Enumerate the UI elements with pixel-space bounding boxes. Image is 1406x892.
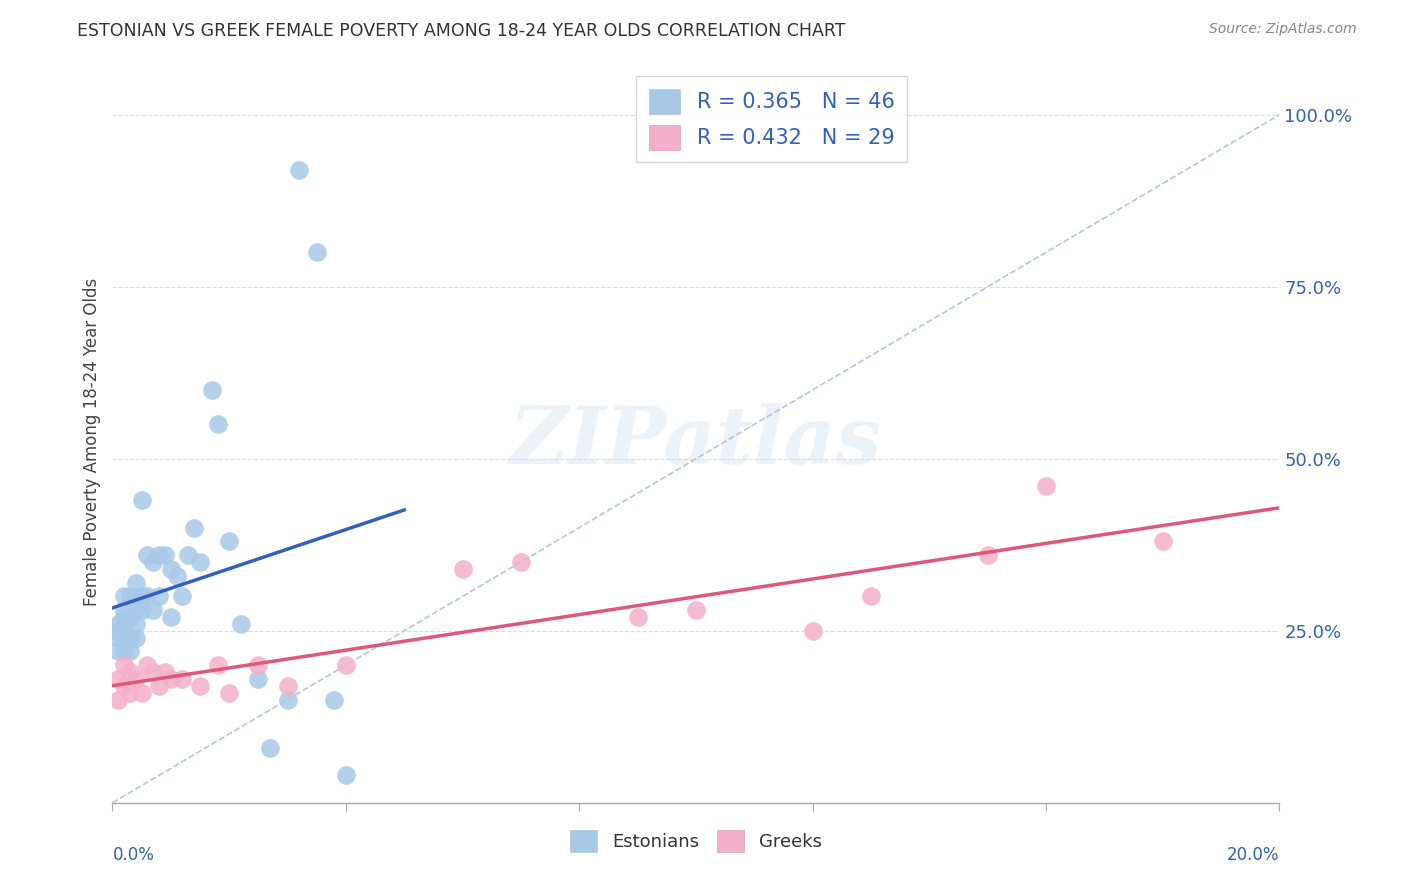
- Point: [172, 672, 194, 686]
- Point: [451, 562, 474, 576]
- Point: [118, 590, 141, 604]
- Point: [160, 610, 183, 624]
- Point: [188, 555, 211, 569]
- Point: [166, 568, 188, 582]
- Point: [247, 658, 270, 673]
- Point: [136, 548, 159, 562]
- Point: [183, 520, 205, 534]
- Point: [118, 644, 141, 658]
- Point: [118, 631, 141, 645]
- Legend: Estonians, Greeks: Estonians, Greeks: [564, 822, 828, 859]
- Point: [107, 624, 129, 638]
- Point: [509, 555, 531, 569]
- Point: [153, 665, 176, 679]
- Point: [685, 603, 707, 617]
- Point: [148, 590, 170, 604]
- Point: [107, 644, 129, 658]
- Point: [131, 603, 153, 617]
- Point: [118, 686, 141, 700]
- Text: Source: ZipAtlas.com: Source: ZipAtlas.com: [1209, 22, 1357, 37]
- Point: [112, 610, 135, 624]
- Point: [142, 665, 165, 679]
- Point: [188, 679, 211, 693]
- Point: [107, 616, 129, 631]
- Point: [125, 672, 148, 686]
- Point: [118, 665, 141, 679]
- Point: [148, 548, 170, 562]
- Point: [125, 616, 148, 631]
- Point: [335, 658, 357, 673]
- Point: [136, 658, 159, 673]
- Point: [218, 686, 240, 700]
- Point: [276, 692, 298, 706]
- Point: [323, 692, 346, 706]
- Point: [288, 162, 311, 177]
- Point: [131, 686, 153, 700]
- Point: [172, 590, 194, 604]
- Point: [131, 493, 153, 508]
- Point: [112, 624, 135, 638]
- Point: [107, 631, 129, 645]
- Point: [207, 417, 229, 432]
- Text: ZIPatlas: ZIPatlas: [510, 403, 882, 480]
- Point: [125, 603, 148, 617]
- Point: [112, 658, 135, 673]
- Point: [201, 383, 224, 397]
- Point: [142, 603, 165, 617]
- Point: [207, 658, 229, 673]
- Point: [229, 616, 252, 631]
- Point: [136, 590, 159, 604]
- Point: [112, 644, 135, 658]
- Point: [259, 740, 281, 755]
- Point: [112, 679, 135, 693]
- Point: [125, 631, 148, 645]
- Point: [976, 548, 998, 562]
- Point: [131, 590, 153, 604]
- Point: [160, 562, 183, 576]
- Text: 0.0%: 0.0%: [112, 847, 155, 864]
- Point: [142, 555, 165, 569]
- Point: [118, 610, 141, 624]
- Point: [125, 575, 148, 590]
- Y-axis label: Female Poverty Among 18-24 Year Olds: Female Poverty Among 18-24 Year Olds: [83, 277, 101, 606]
- Point: [153, 548, 176, 562]
- Point: [218, 534, 240, 549]
- Point: [148, 679, 170, 693]
- Point: [860, 590, 883, 604]
- Text: 20.0%: 20.0%: [1227, 847, 1279, 864]
- Point: [160, 672, 183, 686]
- Point: [107, 672, 129, 686]
- Point: [112, 590, 135, 604]
- Point: [305, 245, 328, 260]
- Point: [335, 768, 357, 782]
- Point: [112, 603, 135, 617]
- Point: [247, 672, 270, 686]
- Point: [1035, 479, 1057, 493]
- Point: [627, 610, 650, 624]
- Point: [177, 548, 200, 562]
- Point: [112, 631, 135, 645]
- Point: [801, 624, 824, 638]
- Text: ESTONIAN VS GREEK FEMALE POVERTY AMONG 18-24 YEAR OLDS CORRELATION CHART: ESTONIAN VS GREEK FEMALE POVERTY AMONG 1…: [77, 22, 846, 40]
- Point: [1152, 534, 1174, 549]
- Point: [107, 692, 129, 706]
- Point: [276, 679, 298, 693]
